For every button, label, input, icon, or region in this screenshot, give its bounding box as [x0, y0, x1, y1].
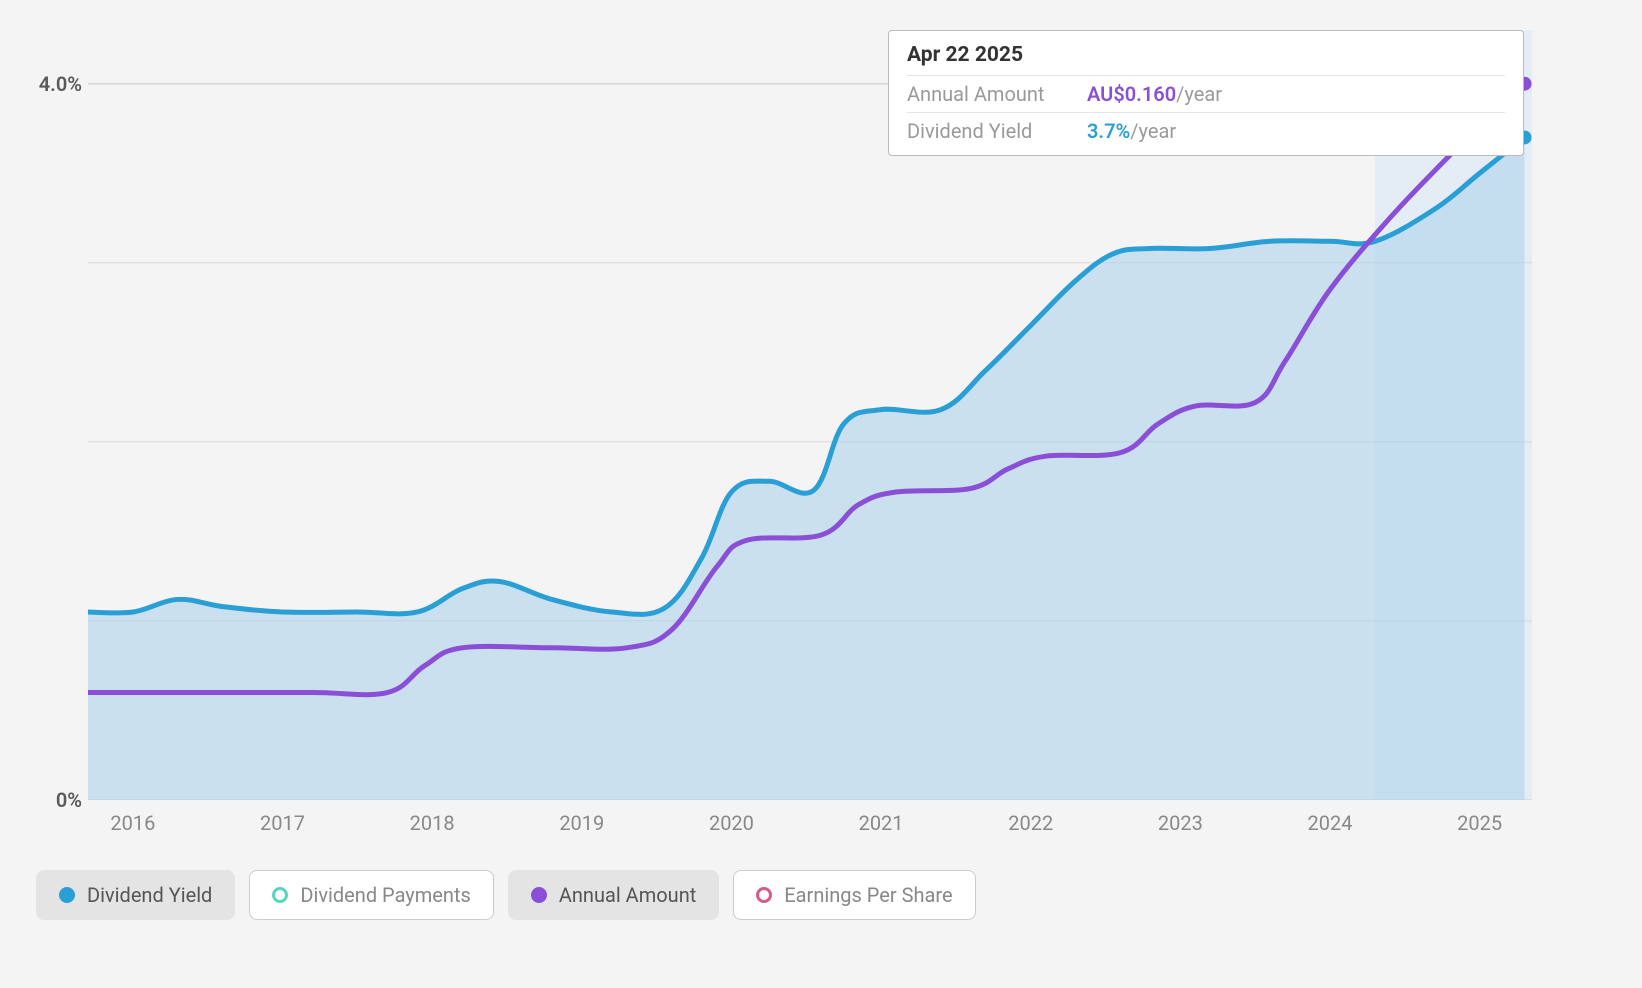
tooltip-row-value: AU$0.160/year	[1087, 82, 1222, 106]
legend-item-eps[interactable]: Earnings Per Share	[733, 870, 975, 920]
y-tick-label: 0%	[56, 788, 82, 812]
x-tick-label: 2022	[1008, 811, 1053, 835]
x-tick-label: 2023	[1158, 811, 1203, 835]
tooltip-row: Dividend Yield3.7%/year	[907, 112, 1505, 149]
dividend-chart: Apr 22 2025 Annual AmountAU$0.160/yearDi…	[0, 0, 1642, 988]
tooltip-row: Annual AmountAU$0.160/year	[907, 75, 1505, 112]
legend-ring-icon	[272, 887, 288, 903]
x-tick-label: 2025	[1457, 811, 1502, 835]
x-tick-label: 2018	[410, 811, 455, 835]
legend-label: Dividend Payments	[300, 883, 470, 907]
tooltip-row-label: Annual Amount	[907, 82, 1087, 106]
legend-label: Earnings Per Share	[784, 883, 952, 907]
y-tick-label: 4.0%	[39, 72, 82, 96]
x-tick-label: 2024	[1308, 811, 1353, 835]
x-axis: 2016 2017 2018 2019 2020 2021 2022 2023 2024 2025	[88, 805, 1532, 835]
tooltip-row-label: Dividend Yield	[907, 119, 1087, 143]
legend-item-dividend_yield[interactable]: Dividend Yield	[36, 870, 235, 920]
x-tick-label: 2017	[260, 811, 305, 835]
x-tick-label: 2016	[110, 811, 155, 835]
legend-dot-icon	[59, 887, 75, 903]
x-tick-label: 2021	[859, 811, 904, 835]
legend-dot-icon	[531, 887, 547, 903]
chart-tooltip: Apr 22 2025 Annual AmountAU$0.160/yearDi…	[888, 30, 1524, 156]
x-tick-label: 2019	[559, 811, 604, 835]
tooltip-row-value: 3.7%/year	[1087, 119, 1176, 143]
chart-legend: Dividend Yield Dividend Payments Annual Am…	[36, 870, 976, 920]
x-tick-label: 2020	[709, 811, 754, 835]
legend-item-annual_amount[interactable]: Annual Amount	[508, 870, 719, 920]
legend-label: Annual Amount	[559, 883, 696, 907]
tooltip-date: Apr 22 2025	[907, 43, 1505, 75]
legend-label: Dividend Yield	[87, 883, 212, 907]
legend-ring-icon	[756, 887, 772, 903]
legend-item-dividend_payments[interactable]: Dividend Payments	[249, 870, 493, 920]
